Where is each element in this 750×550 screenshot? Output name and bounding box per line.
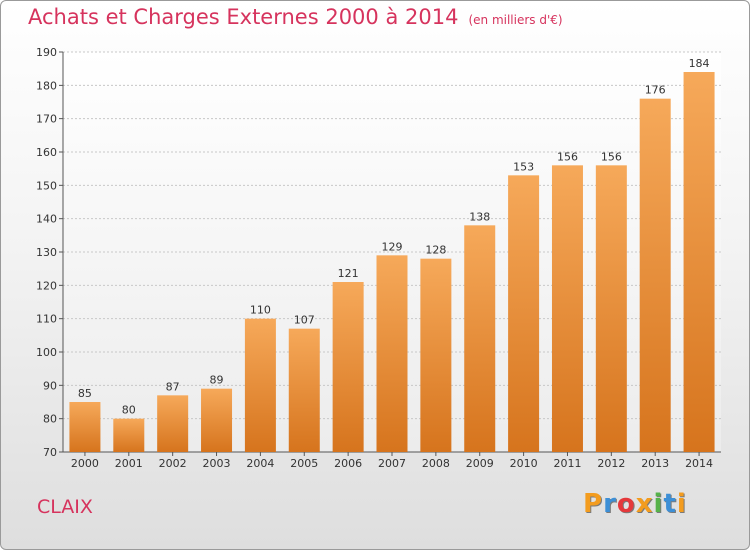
data-label: 129 [382, 240, 403, 253]
x-tick-label: 2013 [641, 457, 669, 470]
y-tick-label: 120 [36, 279, 57, 292]
y-tick-label: 160 [36, 146, 57, 159]
y-tick-label: 190 [36, 46, 57, 59]
chart-title-block: Achats et Charges Externes 2000 à 2014 (e… [28, 5, 563, 29]
x-tick-label: 2011 [553, 457, 581, 470]
data-label: 121 [338, 267, 359, 280]
bar-2002 [157, 395, 189, 452]
logo-letter: t [663, 489, 677, 519]
data-label: 176 [645, 84, 666, 97]
logo-letter: o [616, 489, 636, 519]
y-tick-label: 150 [36, 179, 57, 192]
data-label: 184 [689, 57, 710, 70]
bar-2010 [508, 175, 540, 453]
data-label: 128 [425, 244, 446, 257]
data-label: 80 [122, 404, 136, 417]
logo-letter: x [635, 489, 654, 519]
x-tick-label: 2004 [246, 457, 274, 470]
logo-letter: i [653, 489, 664, 519]
bar-2003 [201, 388, 233, 452]
x-tick-label: 2007 [378, 457, 406, 470]
x-tick-label: 2008 [422, 457, 450, 470]
data-label: 107 [294, 314, 315, 327]
bar-2008 [420, 258, 452, 452]
bar-2011 [551, 165, 583, 453]
logo-letter: i [676, 489, 687, 519]
x-tick-label: 2005 [290, 457, 318, 470]
data-label: 153 [513, 160, 534, 173]
bar-2007 [376, 255, 408, 452]
data-label: 110 [250, 304, 271, 317]
y-tick-label: 90 [43, 379, 57, 392]
y-tick-label: 110 [36, 313, 57, 326]
bar-2001 [113, 418, 145, 452]
proxiti-logo: Proxiti [583, 489, 687, 519]
y-tick-label: 170 [36, 113, 57, 126]
y-tick-label: 140 [36, 213, 57, 226]
data-label: 156 [557, 150, 578, 163]
data-label: 89 [210, 374, 224, 387]
x-tick-label: 2014 [685, 457, 713, 470]
chart-unit: (en milliers d'€) [468, 13, 563, 27]
logo-letter: r [603, 489, 617, 519]
bar-2012 [595, 165, 627, 453]
y-tick-label: 80 [43, 413, 57, 426]
commune-name: CLAIX [37, 496, 93, 518]
x-tick-label: 2010 [510, 457, 538, 470]
data-label: 156 [601, 150, 622, 163]
x-tick-label: 2001 [115, 457, 143, 470]
bar-2004 [244, 318, 276, 452]
y-tick-label: 100 [36, 346, 57, 359]
bar-2005 [288, 328, 320, 452]
bar-2013 [639, 98, 671, 453]
bar-2009 [464, 225, 496, 452]
chart-title: Achats et Charges Externes 2000 à 2014 [28, 5, 459, 29]
data-label: 138 [469, 210, 490, 223]
bar-2006 [332, 282, 364, 452]
y-tick-label: 130 [36, 246, 57, 259]
y-tick-label: 180 [36, 79, 57, 92]
x-tick-label: 2006 [334, 457, 362, 470]
x-tick-label: 2003 [203, 457, 231, 470]
y-tick-label: 70 [43, 446, 57, 459]
x-tick-label: 2009 [466, 457, 494, 470]
data-label: 85 [78, 387, 92, 400]
x-tick-label: 2000 [71, 457, 99, 470]
x-tick-label: 2012 [597, 457, 625, 470]
bar-2000 [69, 402, 101, 452]
x-tick-label: 2002 [159, 457, 187, 470]
bar-2014 [683, 72, 715, 452]
data-label: 87 [166, 380, 180, 393]
logo-letter: P [583, 489, 604, 519]
